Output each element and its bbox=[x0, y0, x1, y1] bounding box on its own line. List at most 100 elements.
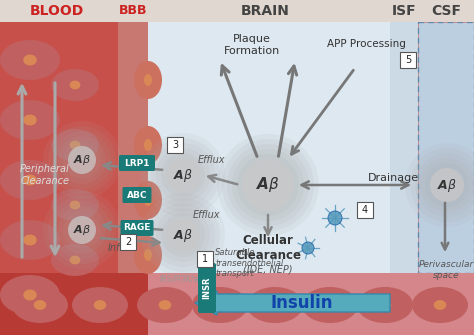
Ellipse shape bbox=[247, 287, 303, 323]
Text: 4: 4 bbox=[362, 205, 368, 215]
Circle shape bbox=[420, 158, 474, 212]
Circle shape bbox=[146, 138, 220, 212]
Text: A$\beta$: A$\beta$ bbox=[173, 166, 193, 184]
Circle shape bbox=[63, 141, 101, 179]
Circle shape bbox=[425, 163, 469, 207]
Text: 3: 3 bbox=[172, 140, 178, 150]
Ellipse shape bbox=[137, 287, 193, 323]
Ellipse shape bbox=[144, 249, 152, 261]
Text: ISF: ISF bbox=[392, 4, 416, 18]
Ellipse shape bbox=[70, 81, 81, 89]
Circle shape bbox=[141, 133, 225, 217]
Circle shape bbox=[227, 144, 309, 226]
Bar bbox=[390, 22, 418, 273]
Circle shape bbox=[151, 203, 215, 267]
Text: 5: 5 bbox=[405, 55, 411, 65]
Circle shape bbox=[161, 153, 205, 197]
Bar bbox=[118, 22, 148, 273]
Circle shape bbox=[48, 126, 116, 194]
Text: A$\beta$: A$\beta$ bbox=[437, 177, 457, 194]
Ellipse shape bbox=[144, 194, 152, 206]
Text: INSR: INSR bbox=[202, 277, 211, 299]
Ellipse shape bbox=[269, 300, 281, 310]
Circle shape bbox=[232, 149, 304, 221]
Circle shape bbox=[302, 242, 314, 254]
Text: Insulin: Insulin bbox=[271, 294, 333, 312]
Ellipse shape bbox=[134, 181, 162, 219]
Circle shape bbox=[410, 148, 474, 222]
Ellipse shape bbox=[324, 300, 336, 310]
Text: Saturable
transendothelial
transport: Saturable transendothelial transport bbox=[215, 248, 283, 278]
Circle shape bbox=[43, 121, 121, 199]
Ellipse shape bbox=[51, 189, 99, 221]
Circle shape bbox=[222, 139, 314, 231]
Circle shape bbox=[58, 206, 106, 254]
Circle shape bbox=[242, 159, 294, 211]
Ellipse shape bbox=[134, 236, 162, 274]
Ellipse shape bbox=[51, 69, 99, 101]
Ellipse shape bbox=[302, 287, 358, 323]
Text: Efflux: Efflux bbox=[198, 155, 226, 165]
Bar bbox=[148, 273, 474, 335]
Circle shape bbox=[430, 168, 464, 202]
Circle shape bbox=[161, 213, 205, 257]
Text: CSF: CSF bbox=[431, 4, 461, 18]
Circle shape bbox=[63, 211, 101, 249]
Ellipse shape bbox=[34, 300, 46, 310]
Text: A$\beta$: A$\beta$ bbox=[73, 223, 91, 237]
Circle shape bbox=[415, 153, 474, 217]
Ellipse shape bbox=[23, 115, 37, 126]
Ellipse shape bbox=[23, 234, 37, 246]
Circle shape bbox=[58, 136, 106, 184]
Ellipse shape bbox=[159, 300, 171, 310]
Bar bbox=[0, 0, 118, 335]
Circle shape bbox=[156, 208, 210, 262]
Ellipse shape bbox=[0, 275, 60, 315]
Text: BRAIN: BRAIN bbox=[241, 4, 290, 18]
Text: APP Processing: APP Processing bbox=[327, 39, 405, 49]
Ellipse shape bbox=[412, 287, 468, 323]
Ellipse shape bbox=[134, 61, 162, 99]
Ellipse shape bbox=[51, 129, 99, 161]
Ellipse shape bbox=[70, 201, 81, 209]
Text: 2: 2 bbox=[125, 237, 131, 247]
Text: 1: 1 bbox=[202, 254, 208, 264]
Ellipse shape bbox=[23, 55, 37, 66]
Ellipse shape bbox=[214, 300, 226, 310]
Ellipse shape bbox=[72, 287, 128, 323]
FancyBboxPatch shape bbox=[400, 52, 416, 68]
Ellipse shape bbox=[144, 74, 152, 86]
FancyBboxPatch shape bbox=[197, 251, 213, 267]
Circle shape bbox=[156, 148, 210, 202]
Circle shape bbox=[43, 191, 121, 269]
Ellipse shape bbox=[134, 126, 162, 164]
Text: Cellular
Clearance: Cellular Clearance bbox=[235, 234, 301, 262]
Text: BBB: BBB bbox=[119, 4, 147, 17]
Circle shape bbox=[217, 134, 319, 236]
Ellipse shape bbox=[12, 287, 68, 323]
Circle shape bbox=[53, 131, 111, 189]
Circle shape bbox=[68, 146, 96, 174]
Text: Influx: Influx bbox=[108, 243, 135, 253]
Bar bbox=[148, 22, 390, 273]
Bar bbox=[0, 273, 474, 335]
Circle shape bbox=[328, 211, 342, 225]
Ellipse shape bbox=[379, 300, 392, 310]
Ellipse shape bbox=[94, 300, 106, 310]
Text: A$\beta$: A$\beta$ bbox=[73, 153, 91, 167]
Text: Drainage: Drainage bbox=[368, 173, 419, 183]
Ellipse shape bbox=[70, 256, 81, 264]
FancyBboxPatch shape bbox=[119, 155, 155, 171]
Ellipse shape bbox=[0, 40, 60, 80]
FancyBboxPatch shape bbox=[120, 234, 136, 250]
Circle shape bbox=[53, 201, 111, 259]
Text: A$\beta$: A$\beta$ bbox=[256, 176, 280, 195]
Ellipse shape bbox=[0, 160, 60, 200]
Bar bbox=[418, 22, 474, 273]
Text: RAGE: RAGE bbox=[123, 223, 151, 232]
Circle shape bbox=[237, 154, 299, 216]
Circle shape bbox=[151, 143, 215, 207]
FancyBboxPatch shape bbox=[198, 263, 216, 313]
Circle shape bbox=[405, 143, 474, 227]
Text: BLOOD: BLOOD bbox=[30, 4, 84, 18]
